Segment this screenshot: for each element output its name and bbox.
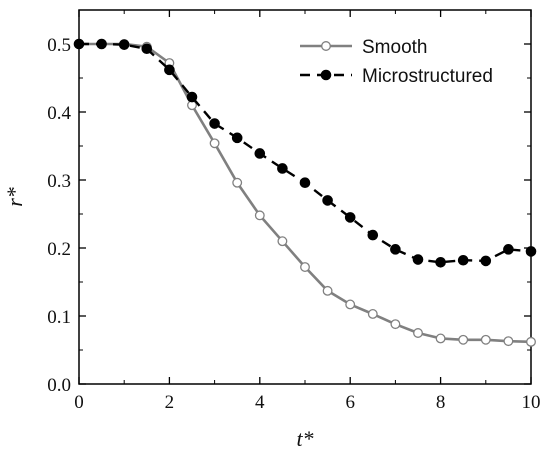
- x-tick-label: 0: [74, 392, 84, 413]
- data-point-microstructured: [186, 91, 198, 103]
- data-point-microstructured: [118, 39, 130, 50]
- y-tick-label: 0.5: [47, 35, 71, 56]
- y-tick-label: 0.2: [47, 239, 71, 260]
- data-point-microstructured: [457, 254, 469, 266]
- data-point-microstructured: [344, 212, 356, 223]
- data-point-smooth: [300, 262, 310, 272]
- y-tick-label: 0.4: [47, 103, 71, 124]
- data-point-smooth: [254, 210, 265, 221]
- data-point-smooth: [413, 328, 423, 338]
- data-point-microstructured: [299, 177, 311, 189]
- x-tick-label: 4: [255, 392, 265, 413]
- legend-label-smooth: Smooth: [362, 37, 427, 58]
- legend-label-microstructured: Microstructured: [362, 66, 493, 87]
- data-point-microstructured: [412, 254, 424, 265]
- data-point-smooth: [390, 319, 401, 330]
- series-line-smooth: [79, 42, 532, 344]
- data-point-microstructured: [209, 118, 220, 129]
- data-point-smooth: [526, 336, 536, 347]
- data-point-smooth: [209, 138, 220, 149]
- legend-marker-microstructured: [320, 69, 332, 81]
- data-point-microstructured: [503, 244, 514, 255]
- x-axis-title: t*: [296, 426, 313, 451]
- data-point-microstructured: [525, 246, 537, 257]
- data-point-microstructured: [390, 244, 401, 255]
- data-point-microstructured: [480, 255, 492, 267]
- data-point-smooth: [277, 236, 288, 247]
- data-point-smooth: [322, 285, 333, 296]
- x-tick-label: 8: [436, 392, 446, 413]
- data-point-smooth: [503, 336, 514, 347]
- y-tick-label: 0.3: [47, 171, 71, 192]
- data-point-smooth: [367, 309, 378, 319]
- data-point-smooth: [480, 334, 491, 345]
- data-point-smooth: [232, 177, 243, 188]
- data-point-smooth: [345, 299, 356, 310]
- x-tick-label: 10: [522, 392, 541, 413]
- data-point-microstructured: [96, 38, 107, 50]
- axes-layer: 0 2 4 6 8 10 0.0 0.1 0.2 0.3 0.4 0.5 t* r*: [2, 9, 541, 451]
- legend-marker-smooth: [321, 41, 331, 51]
- data-point-microstructured: [367, 229, 379, 241]
- data-point-microstructured: [231, 132, 243, 144]
- y-tick-label: 0.1: [47, 307, 71, 328]
- data-point-smooth: [458, 334, 469, 345]
- data-point-microstructured: [164, 64, 175, 76]
- data-point-microstructured: [322, 195, 333, 206]
- data-point-microstructured: [254, 148, 266, 159]
- data-point-smooth: [435, 333, 446, 344]
- x-tick-label: 6: [345, 392, 355, 413]
- x-tick-label: 2: [165, 392, 175, 413]
- legend: Smooth Microstructured: [300, 37, 493, 87]
- y-axis-title: r*: [2, 187, 27, 207]
- data-point-microstructured: [141, 43, 153, 55]
- data-point-microstructured: [435, 256, 446, 268]
- data-point-microstructured: [277, 163, 288, 174]
- y-tick-label: 0.0: [47, 375, 71, 396]
- series-layer: [73, 38, 537, 347]
